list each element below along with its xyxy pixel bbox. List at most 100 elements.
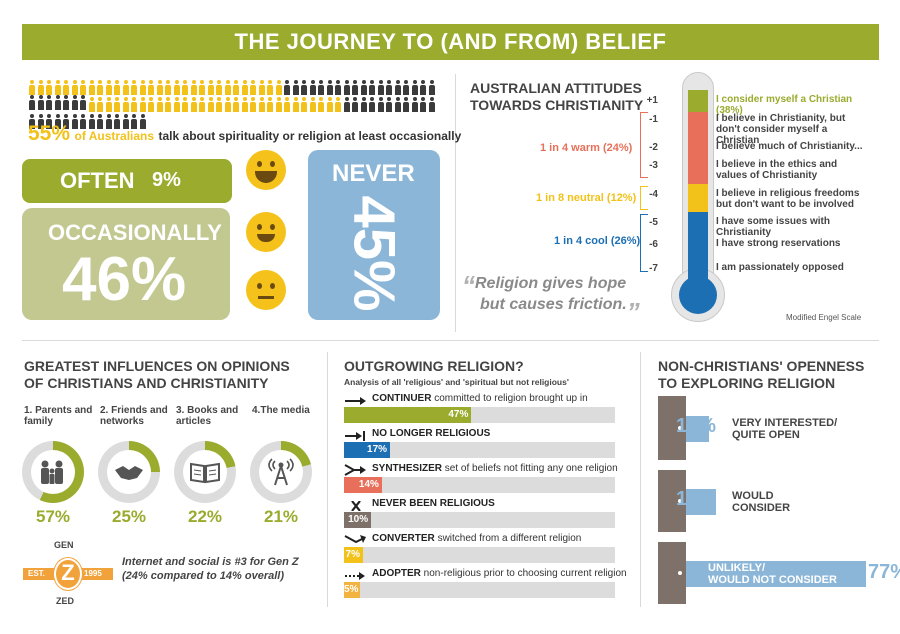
person-head: [387, 97, 391, 101]
person-head: [47, 80, 51, 84]
influence-donut: [250, 441, 312, 503]
person-head: [98, 80, 102, 84]
person-body: [343, 102, 350, 112]
person-head: [157, 97, 162, 101]
person-body: [54, 119, 61, 129]
person-body: [352, 102, 358, 112]
person-icon: [147, 97, 155, 112]
person-body: [326, 85, 333, 95]
divider: [327, 352, 328, 607]
person-body: [148, 85, 154, 95]
turn-arrow-icon: [344, 533, 368, 551]
person-icon: [96, 80, 104, 95]
person-body: [420, 102, 426, 112]
openness-label: VERY INTERESTED/QUITE OPEN: [732, 417, 837, 441]
person-head: [123, 97, 128, 101]
person-head: [259, 80, 264, 84]
person-icon: [122, 80, 130, 95]
person-head: [370, 97, 374, 101]
person-head: [106, 80, 111, 84]
person-icon: [156, 80, 164, 95]
person-icon: [71, 114, 79, 129]
openness-chart: 10% VERY INTERESTED/QUITE OPEN 13% WOULD CON…: [656, 396, 900, 611]
scale-number: -7: [649, 263, 658, 274]
person-icon: [198, 80, 206, 95]
person-body: [80, 119, 86, 129]
page-title: THE JOURNEY TO (AND FROM) BELIEF: [234, 29, 667, 54]
person-body: [377, 102, 384, 112]
person-icon: [207, 97, 215, 112]
scale-note: Modified Engel Scale: [786, 313, 862, 322]
person-icon: [181, 97, 189, 112]
person-head: [157, 80, 162, 84]
person-icon: [411, 80, 419, 95]
openness-label-line1: UNLIKELY/: [708, 562, 766, 574]
person-head: [344, 97, 349, 101]
outgrowing-label: SYNTHESIZER set of beliefs not fitting a…: [372, 463, 618, 474]
warm-stat: 1 in 4 warm (24%): [540, 142, 633, 154]
person-icon: [181, 80, 189, 95]
person-body: [88, 119, 95, 129]
outgrowing-bar: 5%: [344, 582, 360, 598]
person-head: [429, 80, 434, 84]
occasionally-label: OCCASIONALLY: [48, 220, 222, 245]
person-head: [378, 80, 383, 84]
person-head: [310, 97, 315, 101]
donut-center: [259, 450, 303, 494]
scale-number: -1: [649, 114, 658, 125]
person-body: [309, 85, 316, 95]
person-head: [72, 80, 77, 84]
person-body: [173, 102, 180, 112]
openness-heading: NON-CHRISTIANS' OPENNESS TO EXPLORING RE…: [658, 358, 864, 392]
person-icon: [45, 80, 53, 95]
influence-value: 57%: [35, 507, 71, 526]
gen-z-badge: GEN EST. 1995 Z ZED: [20, 540, 116, 610]
person-body: [394, 85, 401, 95]
quote: “Religion gives hope but causes friction…: [462, 272, 640, 325]
person-head: [285, 97, 289, 101]
influence-donut: [98, 441, 160, 503]
outgrowing-desc: committed to religion brought up in: [431, 393, 588, 404]
warm-bracket: [640, 112, 648, 178]
person-body: [292, 102, 299, 112]
door-icon: [658, 542, 686, 604]
person-head: [183, 80, 187, 84]
influences-heading: GREATEST INFLUENCES ON OPINIONS OF CHRIS…: [24, 358, 290, 392]
person-body: [377, 85, 384, 95]
openness-bar: [686, 416, 709, 442]
person-icon: [54, 95, 62, 110]
person-head: [225, 97, 230, 101]
person-head: [106, 114, 111, 118]
person-icon: [122, 114, 130, 129]
person-icon: [215, 97, 223, 112]
scale-label: I have strong reservations: [716, 238, 841, 249]
person-icon: [402, 80, 410, 95]
person-body: [29, 100, 35, 110]
person-body: [80, 100, 86, 110]
openness-label-line1: VERY INTERESTED/: [732, 417, 838, 429]
openness-heading-line1: NON-CHRISTIANS' OPENNESS: [658, 358, 865, 374]
person-body: [46, 85, 52, 95]
person-body: [37, 119, 44, 129]
person-body: [309, 102, 316, 112]
person-body: [258, 85, 265, 95]
occasionally-value: 46%: [62, 245, 187, 314]
handshake-icon: [113, 458, 145, 486]
person-icon: [283, 97, 291, 112]
person-body: [122, 119, 129, 129]
person-icon: [368, 80, 376, 95]
scale-label: I consider myself a Christian (38%): [716, 94, 853, 116]
quote-line2: but causes friction.: [480, 296, 627, 313]
person-head: [72, 114, 77, 118]
person-icon: [232, 97, 240, 112]
outgrowing-row: NO LONGER RELIGIOUS 17%: [344, 427, 634, 461]
outgrowing-bar: 17%: [344, 442, 391, 458]
person-body: [190, 102, 197, 112]
person-head: [81, 80, 85, 84]
person-icon: [190, 97, 198, 112]
person-head: [336, 80, 340, 84]
often-label: OFTEN: [60, 168, 135, 193]
person-icon: [309, 80, 317, 95]
person-body: [105, 119, 112, 129]
person-body: [139, 119, 146, 129]
